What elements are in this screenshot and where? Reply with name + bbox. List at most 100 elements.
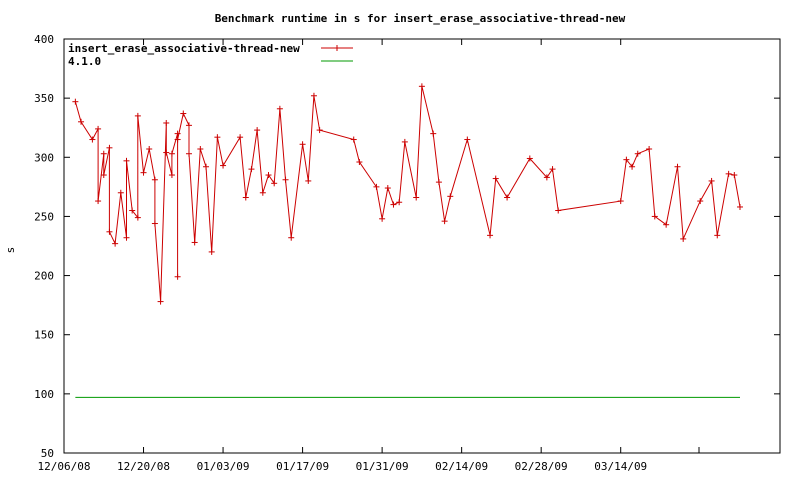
y-tick-label-1: 100 [34,388,54,401]
y-tick-label-3: 200 [34,270,54,283]
x-tick-label-7: 03/14/09 [594,460,647,473]
data-point [441,218,448,225]
data-point [180,110,187,117]
x-axis: 12/06/08 12/20/08 01/03/09 01/17/09 01/31/09… [38,39,700,473]
data-point [112,240,119,247]
data-point [737,203,743,210]
data-point [680,235,687,242]
data-point [254,127,261,134]
data-point [271,180,278,187]
data-point [617,198,624,205]
data-point [379,215,386,222]
data-point [117,189,124,196]
data-point [384,185,391,192]
data-point [549,166,556,173]
data-point [413,194,420,201]
x-tick-label-1: 12/20/08 [117,460,170,473]
data-point [140,169,147,176]
data-point [157,298,164,305]
data-point [282,176,289,183]
legend-entry-1: insert_erase_associative-thread-new [68,42,300,55]
data-point [220,162,227,169]
data-point [504,194,511,201]
y-tick-label-7: 400 [34,33,54,46]
series-lines [72,83,743,398]
y-tick-label-5: 300 [34,151,54,164]
data-point [106,144,113,151]
y-axis-label: s [4,247,17,254]
data-point [356,159,363,166]
chart-title: Benchmark runtime in s for insert_erase_… [215,12,626,25]
legend: insert_erase_associative-thread-new 4.1.… [68,42,353,68]
data-point [237,134,244,141]
data-point [259,189,266,196]
data-point [134,214,141,221]
plot-frame [63,38,781,454]
data-point [100,172,107,179]
data-point [492,175,499,182]
data-point [95,125,102,132]
data-point [214,134,221,141]
data-point [288,234,295,241]
data-point [185,150,192,157]
data-point [390,201,397,208]
data-point [242,194,249,201]
data-point [123,234,130,241]
data-point [163,119,170,126]
data-point [396,199,403,206]
data-point [134,112,141,119]
data-point [146,146,153,153]
data-point [72,98,79,105]
data-point [646,146,653,153]
data-point [708,177,715,184]
data-point [526,155,533,162]
data-point [95,198,102,205]
data-point [310,92,317,99]
data-point [174,136,181,143]
data-point [185,122,192,129]
data-point [663,221,670,228]
data-point [316,127,323,134]
x-tick-label-2: 01/03/09 [197,460,250,473]
data-point [543,174,550,181]
data-point [725,170,732,177]
x-tick-label-6: 02/28/09 [515,460,568,473]
data-point [401,138,408,145]
legend-entry-2: 4.1.0 [68,55,101,68]
data-point [89,136,96,143]
data-point [151,220,158,227]
data-point [123,157,130,164]
data-point [174,273,181,280]
data-point [629,163,636,170]
data-point [151,176,158,183]
data-point [106,228,113,235]
x-tick-label-0: 12/06/08 [38,460,91,473]
data-point [697,198,704,205]
data-point [203,163,210,170]
data-point [435,179,442,186]
data-point [208,248,215,255]
data-point [191,239,198,246]
data-point [418,83,425,90]
y-tick-label-4: 250 [34,210,54,223]
data-point [78,118,85,125]
series-line-runtime [74,86,741,302]
data-point [623,156,630,163]
y-tick-label-0: 50 [41,447,54,460]
data-point [674,163,681,170]
data-point [163,149,170,156]
data-point [265,172,272,179]
data-point [731,172,738,179]
data-point [299,141,306,148]
data-point [487,232,494,239]
data-point [248,166,255,173]
data-point [276,105,283,112]
x-tick-label-5: 02/14/09 [435,460,488,473]
data-point [305,177,312,184]
data-point [174,130,181,137]
data-point [447,193,454,200]
data-point [197,146,204,153]
y-axis: 50 100 150 200 250 300 350 400 [34,33,780,460]
x-tick-label-4: 01/31/09 [356,460,409,473]
